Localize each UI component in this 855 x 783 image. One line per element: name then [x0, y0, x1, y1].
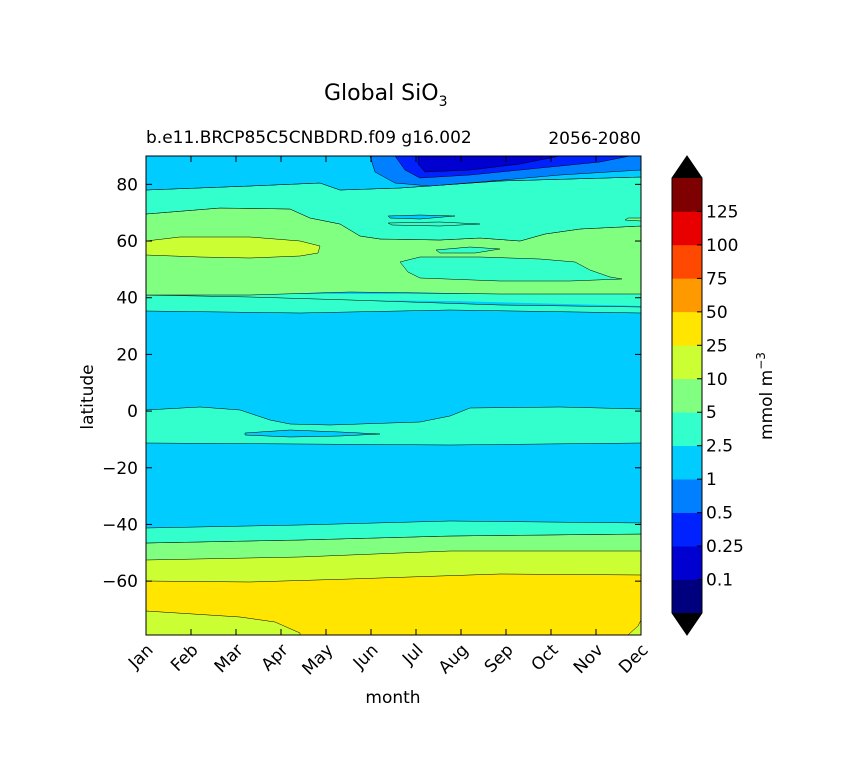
x-tick-label: Apr	[258, 640, 293, 675]
x-axis-label: month	[365, 688, 420, 708]
colorbar-tick-label: 0.5	[706, 504, 733, 524]
level-5-10-tiny-east	[624, 217, 641, 222]
x-tick-label: Mar	[211, 640, 248, 677]
colorbar-swatch	[672, 445, 702, 480]
colorbar-tick-label: 1	[706, 470, 717, 490]
x-tick-label: Dec	[615, 640, 652, 677]
colorbar-swatch	[672, 278, 702, 313]
colorbar-outline	[671, 155, 703, 636]
level-2.5-5-north-east-lens	[435, 246, 501, 254]
level-25-50-south	[146, 573, 641, 635]
colorbar-tick-label: 125	[706, 202, 738, 222]
x-tick-label: Oct	[528, 640, 563, 675]
colorbar-swatch	[672, 211, 702, 246]
subtitle-right: 2056-2080	[548, 129, 641, 149]
colorbar-swatch	[672, 244, 702, 279]
level-1-2.5-lens-north-2	[387, 221, 481, 227]
colorbar-tick-label: 0.1	[706, 571, 733, 591]
y-tick-label: −60	[102, 572, 138, 592]
colorbar-swatch	[672, 479, 702, 513]
x-tick-label: Feb	[167, 640, 202, 675]
x-tick-label: Sep	[481, 640, 518, 677]
x-tick-label: Jul	[398, 640, 427, 669]
y-tick-label: 80	[116, 175, 138, 195]
colorbar-swatch	[672, 412, 702, 446]
level-10-25-southwest	[146, 610, 301, 635]
level-1-2.5-equator-lens	[244, 429, 381, 438]
colorbar-tick-label: 25	[706, 336, 728, 356]
level-0.1-0.25-arctic	[417, 156, 561, 173]
level-2.5-5-south	[146, 520, 641, 544]
colorbar-swatch	[672, 378, 702, 413]
level-2.5-5-north-east	[399, 256, 623, 282]
colorbar-tick-label: 100	[706, 236, 738, 256]
colorbar-tick-label: 75	[706, 269, 728, 289]
colorbar-swatch	[672, 311, 702, 346]
x-tick-label: Jan	[124, 640, 157, 673]
x-tick-label: Aug	[435, 640, 473, 678]
level-1-2.5-lens-north	[387, 214, 456, 220]
y-axis: 80 60 40 20 0 −20 −40 −60	[102, 175, 641, 592]
y-tick-label: 40	[116, 289, 138, 309]
colorbar-tick-label: 2.5	[706, 437, 733, 457]
colorbar-swatch	[672, 178, 702, 212]
level-10-25-north	[146, 236, 321, 259]
x-tick-label: May	[299, 640, 338, 679]
subtitle-left: b.e11.BRCP85C5CNBDRD.f09 g16.002	[146, 128, 472, 148]
colorbar: 0.1 0.25 0.5 1 2.5 5 10 25 50 75 100 125	[671, 155, 744, 636]
chart-title: Global SiO3	[324, 81, 448, 110]
y-tick-label: 20	[116, 345, 138, 365]
colorbar-extend-min	[672, 613, 702, 635]
colorbar-tick-label: 10	[706, 370, 728, 390]
colorbar-swatch	[672, 546, 702, 580]
colorbar-swatch	[672, 579, 702, 614]
y-tick-label: −20	[102, 459, 138, 479]
colorbar-label: mmol m−3	[754, 352, 777, 440]
x-tick-label: Nov	[570, 640, 608, 678]
colorbar-swatch	[672, 512, 702, 547]
level-10-25-southeast	[627, 619, 641, 635]
colorbar-tick-label: 5	[706, 403, 717, 423]
contour-field	[146, 156, 641, 635]
plot-frame	[145, 155, 642, 636]
colorbar-swatch	[672, 345, 702, 380]
y-tick-label: 0	[127, 402, 138, 422]
colorbar-extend-max	[672, 156, 702, 178]
level-2.5-5-north-lower	[146, 294, 641, 314]
y-tick-label: −40	[102, 515, 138, 535]
colorbar-tick-label: 50	[706, 303, 728, 323]
y-tick-label: 60	[116, 232, 138, 252]
x-tick-label: Jun	[349, 640, 383, 674]
y-axis-label: latitude	[78, 364, 98, 429]
level-2.5-5-north-mid	[146, 294, 641, 306]
colorbar-tick-label: 0.25	[706, 537, 744, 557]
